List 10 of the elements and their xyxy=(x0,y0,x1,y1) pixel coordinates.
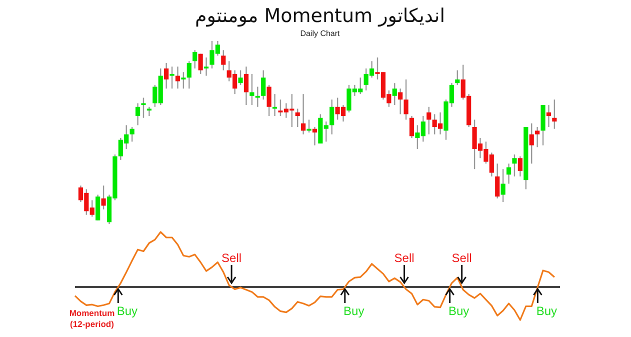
annotation: Momentum (12-period) xyxy=(69,308,115,329)
annotation: Buy xyxy=(116,304,138,318)
annotation: Sell xyxy=(452,251,472,265)
annotation: Buy xyxy=(536,304,558,318)
annotation: Sell xyxy=(222,251,242,265)
subtitle: Daily Chart xyxy=(300,29,340,38)
annotation: Buy xyxy=(344,304,364,318)
title: اندیکاتور Momentum مومنتوم xyxy=(195,5,445,27)
annotation: Sell xyxy=(394,251,414,265)
annotation: Buy xyxy=(448,304,470,318)
